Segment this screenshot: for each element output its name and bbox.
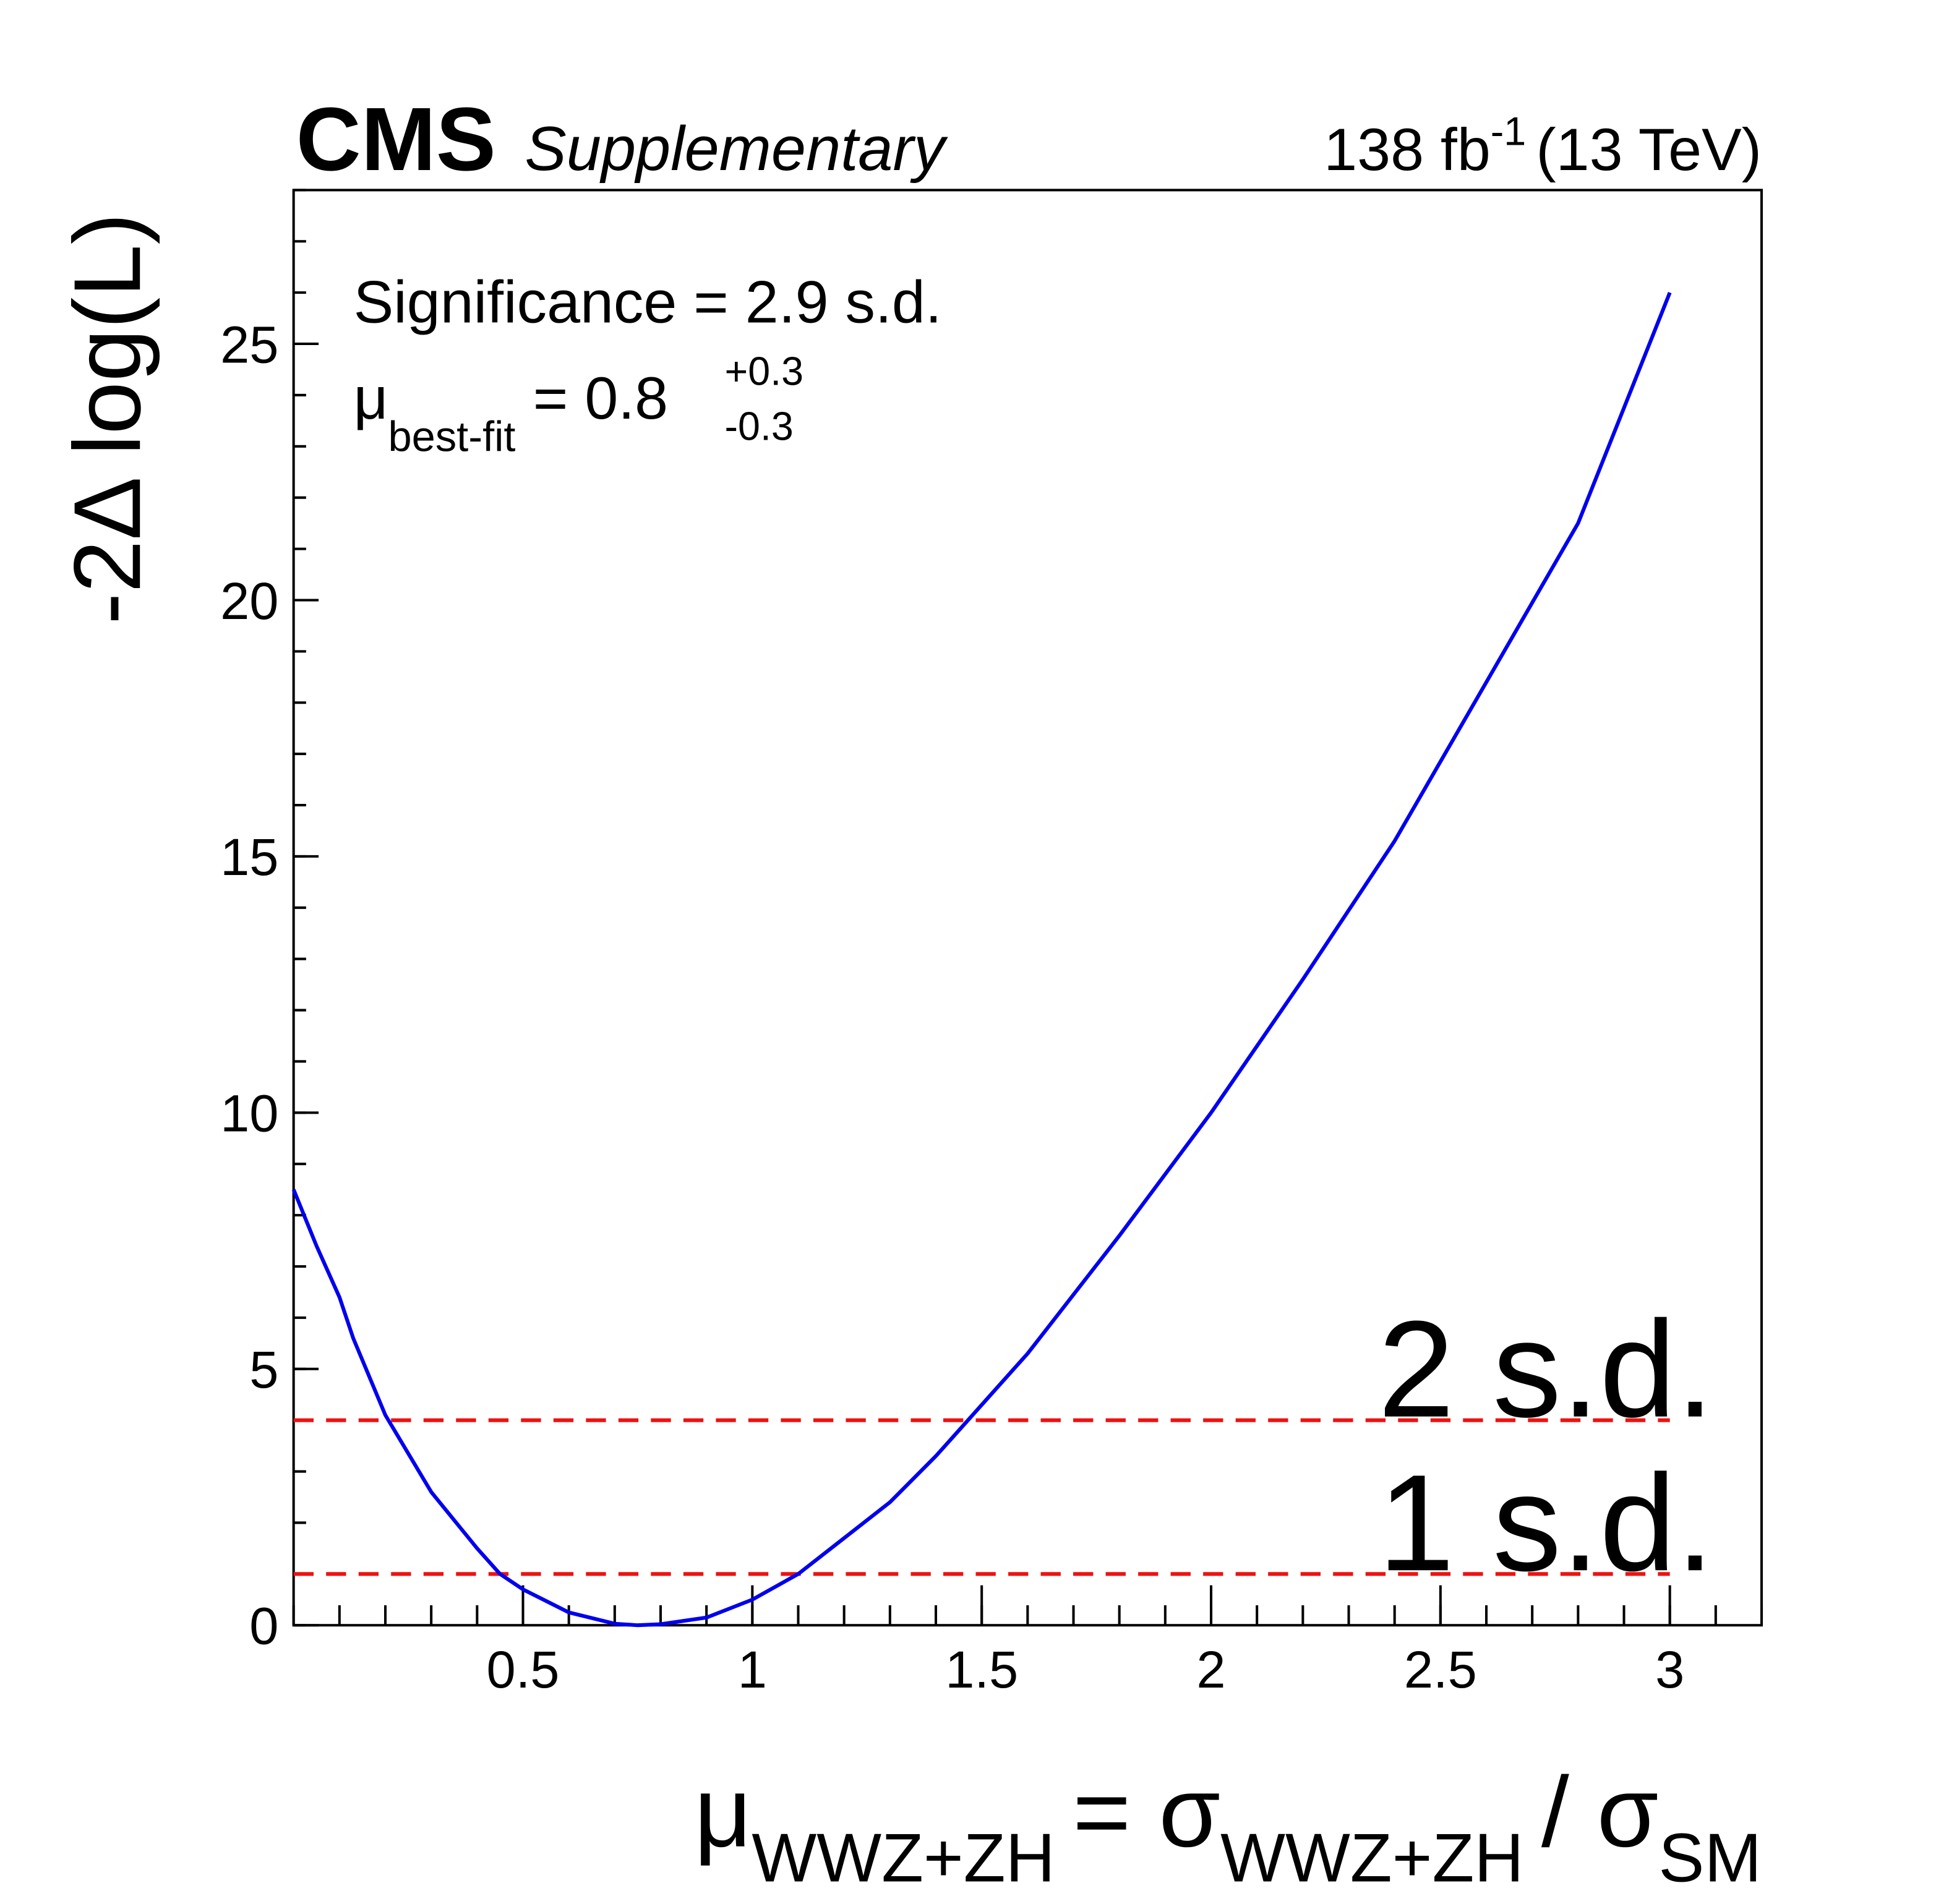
x-label-sub: SM <box>1658 1819 1762 1896</box>
x-tick-label: 1 <box>738 1640 767 1699</box>
lumi-energy: (13 TeV) <box>1536 116 1762 183</box>
x-label-part: μ <box>694 1757 752 1868</box>
threshold-label: 2 s.d. <box>1378 1293 1714 1446</box>
best-fit-down: -0.3 <box>725 403 794 448</box>
best-fit-up: +0.3 <box>725 348 804 393</box>
x-label-part: = σ <box>1073 1757 1220 1868</box>
x-tick-label: 2 <box>1196 1640 1225 1699</box>
lumi: 138 fb-1 (13 TeV) <box>1324 109 1762 183</box>
significance: Significance = 2.9 s.d. <box>354 268 942 335</box>
curve <box>291 292 1672 1628</box>
y-tick-label: 25 <box>220 315 278 374</box>
y-tick-label: 5 <box>249 1340 278 1399</box>
mu: μ <box>354 364 388 432</box>
experiment: CMS <box>296 88 496 189</box>
y-tick-label: 20 <box>220 571 278 630</box>
x-tick-label: 1.5 <box>945 1640 1018 1699</box>
x-label-sub: WWZ+ZH <box>1220 1819 1523 1896</box>
x-label-part: / σ <box>1541 1757 1659 1868</box>
x-label-sub: WWZ+ZH <box>752 1819 1055 1896</box>
x-tick-label: 2.5 <box>1404 1640 1477 1699</box>
y-tick-label: 0 <box>249 1597 278 1655</box>
experiment-note: Supplementary <box>525 114 948 184</box>
best-fit: μbest-fit = 0.8 <box>354 364 668 461</box>
threshold-label: 1 s.d. <box>1378 1446 1714 1600</box>
y-tick-label: 10 <box>220 1084 278 1143</box>
mu-value: = 0.8 <box>533 364 668 432</box>
x-tick-label: 3 <box>1655 1640 1684 1699</box>
lumi-text: 138 fb <box>1324 116 1491 183</box>
x-axis-label: μWWZ+ZH = σWWZ+ZH / σSM <box>694 1757 1762 1897</box>
lumi-sup: -1 <box>1491 109 1526 154</box>
mu-sub: best-fit <box>388 413 515 461</box>
x-tick-label: 0.5 <box>487 1640 560 1699</box>
y-tick-label: 15 <box>220 827 278 886</box>
y-axis-label: -2Δ log(L) <box>54 213 160 625</box>
